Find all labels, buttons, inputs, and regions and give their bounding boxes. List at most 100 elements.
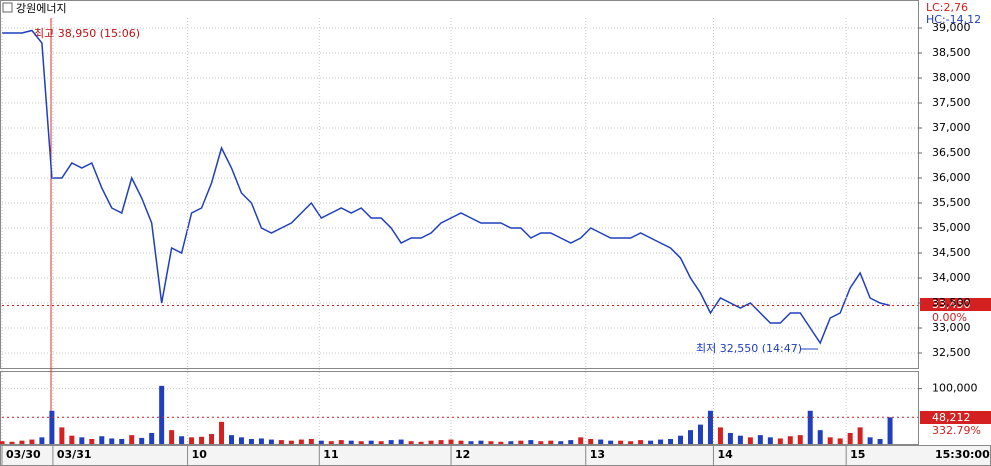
- volume-bar: [588, 439, 594, 444]
- volume-bar: [717, 427, 723, 444]
- last-volume: 48,212: [932, 411, 971, 424]
- y-tick-label: 37,500: [932, 96, 971, 109]
- volume-bar: [668, 439, 674, 444]
- volume-bar: [538, 441, 544, 444]
- x-tick-label: 13: [590, 448, 605, 461]
- volume-bar: [59, 427, 65, 444]
- volume-bar: [648, 440, 654, 444]
- y-tick-label: 36,000: [932, 171, 971, 184]
- y-tick-label: 32,500: [932, 346, 971, 359]
- x-tick-label: 03/30: [6, 448, 41, 461]
- volume-bar: [179, 436, 185, 444]
- ratio-label: 332.79%: [932, 424, 981, 437]
- volume-bar: [109, 438, 115, 444]
- volume-bar: [408, 441, 414, 444]
- volume-bar: [199, 436, 205, 444]
- last-price: 33,450: [932, 298, 971, 311]
- volume-bar: [568, 440, 574, 444]
- volume-bar: [837, 438, 843, 444]
- x-tick-label: 03/31: [57, 448, 92, 461]
- y-tick-label: 36,500: [932, 146, 971, 159]
- volume-bar: [767, 437, 773, 444]
- volume-bar: [248, 439, 254, 444]
- volume-bar: [338, 440, 344, 444]
- volume-bar: [678, 435, 684, 444]
- volume-bar: [498, 441, 504, 444]
- y-tick-label: 34,000: [932, 271, 971, 284]
- volume-bar: [608, 440, 614, 444]
- volume-bar: [827, 437, 833, 444]
- volume-bar: [418, 441, 424, 444]
- y-tick-label: 100,000: [932, 382, 978, 395]
- last-volume-box: [920, 411, 991, 424]
- volume-bar: [29, 439, 35, 444]
- x-tick-label: 14: [717, 448, 733, 461]
- high-annotation: 최고 38,950 (15:06): [34, 27, 140, 40]
- volume-bar: [39, 437, 45, 444]
- price-line: [2, 29, 891, 345]
- y-tick-label: 39,000: [932, 21, 971, 34]
- volume-bar: [707, 410, 713, 444]
- volume-bar: [658, 439, 664, 444]
- volume-bar: [278, 440, 284, 444]
- volume-bar: [448, 439, 454, 444]
- volume-bar: [548, 440, 554, 444]
- menu-icon[interactable]: [2, 2, 13, 13]
- volume-bar: [737, 435, 743, 444]
- x-tick-label: 15: [850, 448, 865, 461]
- y-tick-label: 37,000: [932, 121, 971, 134]
- volume-bar: [169, 430, 175, 444]
- volume-bar: [488, 441, 494, 444]
- volume-bar: [328, 441, 334, 444]
- volume-bar: [69, 435, 75, 444]
- volume-bar: [598, 439, 604, 444]
- volume-bar: [578, 437, 584, 444]
- volume-bar: [268, 439, 274, 444]
- x-tick-label: 12: [455, 448, 470, 461]
- volume-bar: [797, 435, 803, 444]
- x-tick-label: 11: [323, 448, 338, 461]
- volume-bar: [757, 435, 763, 444]
- volume-bar: [478, 440, 484, 444]
- volume-bar: [398, 439, 404, 444]
- volume-bar: [867, 437, 873, 444]
- volume-bar: [528, 440, 534, 444]
- volume-bar: [99, 436, 105, 444]
- volume-bar: [348, 440, 354, 444]
- volume-bar: [777, 438, 783, 444]
- y-tick-label: 35,000: [932, 221, 971, 234]
- volume-bar: [787, 436, 793, 444]
- volume-bar: [368, 440, 374, 444]
- volume-bar: [298, 439, 304, 444]
- volume-bar: [687, 430, 693, 444]
- volume-bar: [139, 437, 145, 444]
- volume-bar: [228, 435, 234, 444]
- y-tick-label: 34,500: [932, 246, 971, 259]
- volume-bar: [49, 410, 55, 444]
- hc-label: HC:-14,12: [926, 13, 981, 26]
- y-tick-label: 35,500: [932, 196, 971, 209]
- volume-bar: [747, 437, 753, 444]
- volume-bar: [877, 439, 883, 444]
- volume-bar: [458, 440, 464, 444]
- volume-bar: [638, 440, 644, 444]
- volume-bar: [807, 410, 813, 444]
- last-price-box: [920, 298, 991, 311]
- volume-bar: [288, 440, 294, 444]
- volume-bar: [468, 441, 474, 444]
- change-label: 0.00%: [932, 311, 967, 324]
- volume-bar: [847, 432, 853, 444]
- volume-bar: [89, 439, 95, 444]
- volume-bar: [727, 432, 733, 444]
- time-label: 15:30:00: [935, 448, 990, 461]
- volume-bar: [358, 441, 364, 444]
- volume-bar: [149, 432, 155, 444]
- volume-bar: [508, 441, 514, 444]
- volume-bar: [817, 430, 823, 444]
- volume-bar: [189, 437, 195, 444]
- y-tick-label: 38,000: [932, 71, 971, 84]
- volume-bar: [697, 424, 703, 444]
- volume-panel: [0, 371, 919, 445]
